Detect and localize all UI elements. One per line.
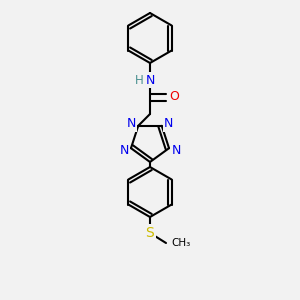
Text: N: N: [145, 74, 155, 86]
Text: N: N: [127, 117, 136, 130]
Text: CH₃: CH₃: [171, 238, 190, 248]
Text: N: N: [171, 144, 181, 157]
Text: N: N: [164, 117, 173, 130]
Text: H: H: [135, 74, 143, 86]
Text: O: O: [169, 91, 179, 103]
Text: N: N: [119, 144, 129, 157]
Text: S: S: [146, 226, 154, 240]
